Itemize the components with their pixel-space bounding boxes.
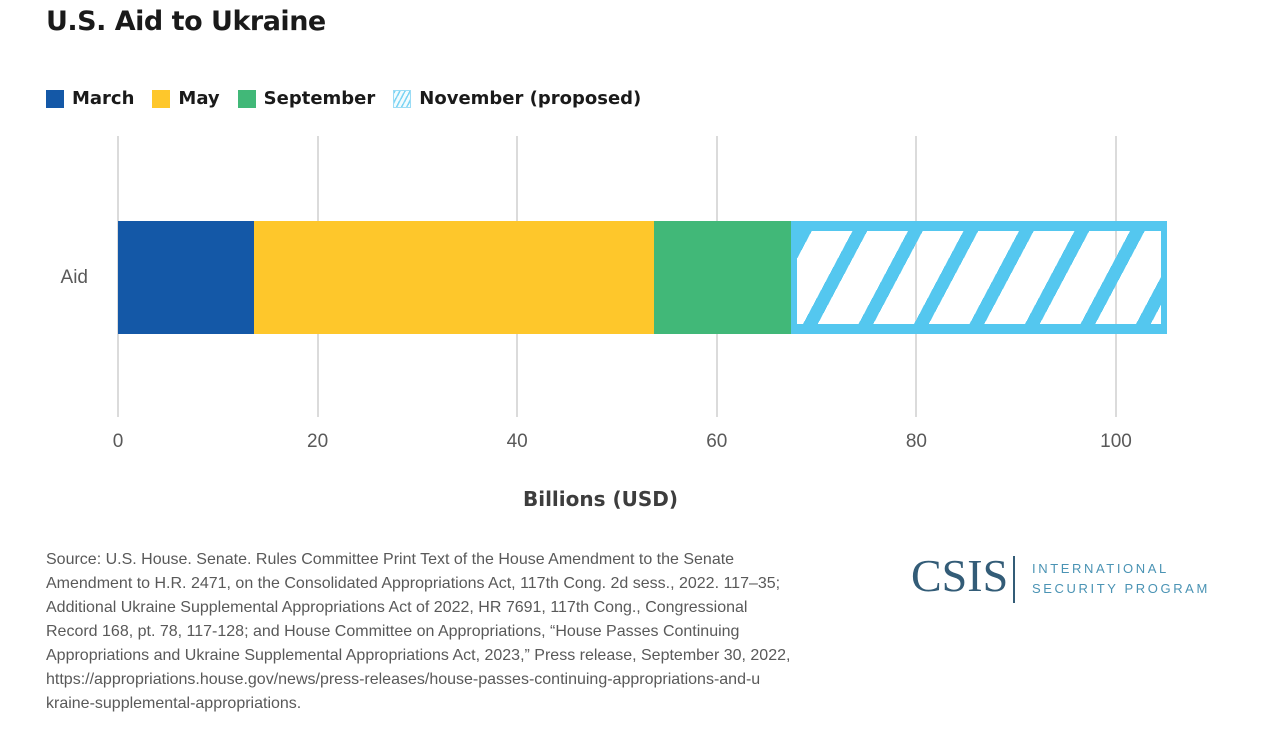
legend-swatch-icon	[46, 89, 64, 108]
legend-label: March	[72, 88, 135, 109]
program-line-1: INTERNATIONAL	[1032, 561, 1169, 576]
chart-title: U.S. Aid to Ukraine	[46, 6, 326, 37]
legend-item-november-proposed: November (proposed)	[393, 88, 641, 109]
bar-segment-september	[653, 221, 791, 334]
logo-divider	[1013, 556, 1015, 603]
legend-label: September	[263, 88, 376, 109]
bar-segment-november-proposed	[790, 221, 1167, 334]
x-tick-label-100: 100	[1100, 431, 1132, 452]
legend-item-march: March	[46, 88, 134, 109]
program-line-2: SECURITY PROGRAM	[1032, 581, 1210, 596]
legend-item-september: September	[237, 88, 376, 109]
csis-logo-wordmark: CSIS	[911, 550, 1009, 601]
bar-segment-may	[253, 221, 654, 334]
x-axis-title: Billions (USD)	[522, 487, 679, 511]
x-tick-label-60: 60	[706, 431, 728, 452]
legend-swatch-icon	[393, 89, 412, 108]
legend: March May September November (proposed)	[46, 88, 641, 109]
legend-label: May	[178, 88, 220, 109]
csis-program-name: INTERNATIONAL SECURITY PROGRAM	[1032, 559, 1210, 599]
legend-item-may: May	[152, 88, 220, 109]
source-note: Source: U.S. House. Senate. Rules Commit…	[46, 551, 791, 712]
category-label-aid: Aid	[60, 266, 88, 288]
x-tick-label-0: 0	[112, 431, 124, 452]
legend-label: November (proposed)	[419, 88, 642, 109]
x-tick-label-20: 20	[307, 431, 329, 452]
legend-swatch-icon	[152, 89, 171, 108]
x-tick-label-80: 80	[905, 431, 927, 452]
legend-swatch-icon	[237, 89, 256, 108]
bar-segment-march	[118, 221, 254, 334]
x-tick-label-40: 40	[506, 431, 528, 452]
